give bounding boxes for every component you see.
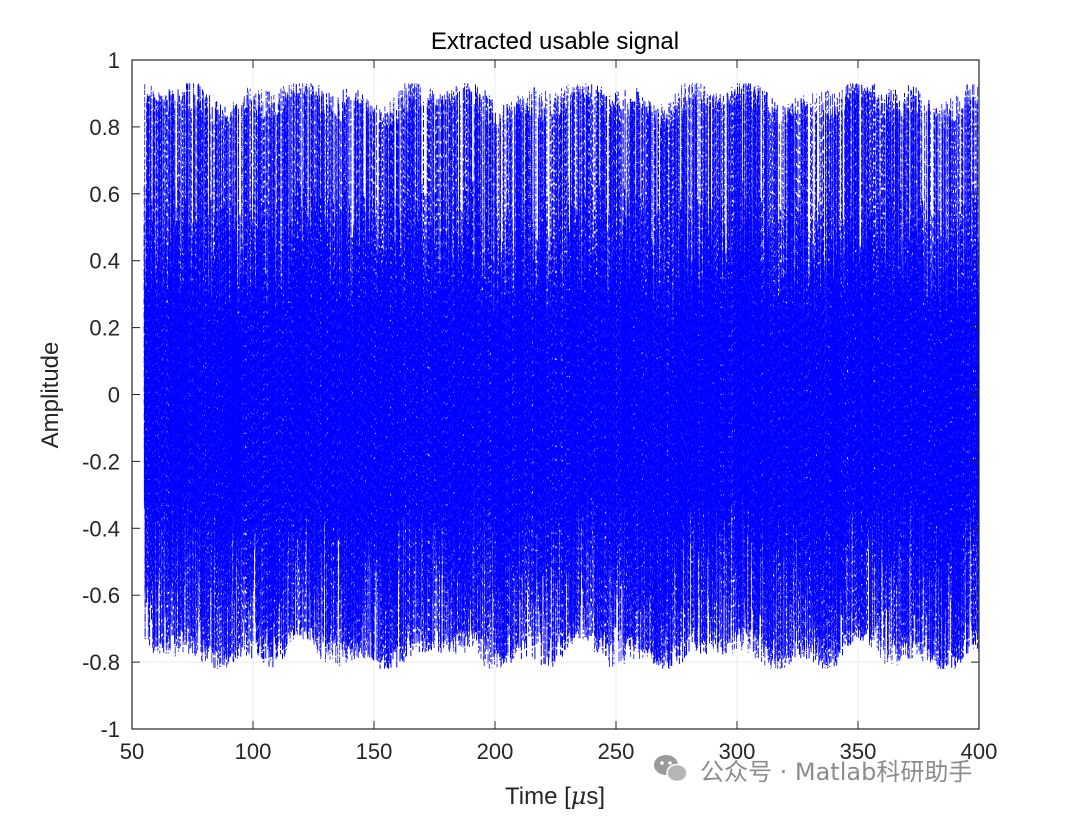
x-tick-labels: 50 100 150 200 250 300 350 400 <box>120 739 998 764</box>
x-axis-label-prefix: Time [ <box>505 783 571 810</box>
x-tick-label: 200 <box>477 739 514 764</box>
x-tick-label: 150 <box>356 739 393 764</box>
watermark-text: 公众号 · Matlab科研助手 <box>700 758 972 786</box>
x-axis-label-suffix: s] <box>586 783 605 810</box>
wechat-icon <box>654 755 688 783</box>
x-tick-label: 400 <box>961 739 998 764</box>
y-tick-label: 0.8 <box>89 115 120 140</box>
y-tick-label: 0.2 <box>89 316 120 341</box>
y-tick-label: -0.2 <box>82 449 120 474</box>
y-tick-label: 1 <box>108 48 120 73</box>
x-tick-label: 300 <box>719 739 756 764</box>
x-axis-label-mu: μ <box>571 782 587 810</box>
x-tick-label: 350 <box>840 739 877 764</box>
y-tick-label: 0.4 <box>89 249 120 274</box>
y-tick-labels: -1 -0.8 -0.6 -0.4 -0.2 0 0.2 0.4 0.6 0.8 1 <box>82 48 120 742</box>
y-tick-label: 0.6 <box>89 182 120 207</box>
y-tick-label: 0 <box>108 383 120 408</box>
signal-line-overlay <box>143 83 980 669</box>
chart-title: Extracted usable signal <box>431 28 679 55</box>
x-tick-label: 100 <box>235 739 272 764</box>
axis-ticks <box>131 59 980 730</box>
y-tick-label: -0.8 <box>82 650 120 675</box>
signal-series <box>143 83 980 669</box>
watermark: 公众号 · Matlab科研助手 <box>654 755 972 786</box>
y-tick-label: -1 <box>100 717 120 742</box>
y-tick-label: -0.6 <box>82 583 120 608</box>
x-axis-label: Time [μs] <box>505 782 605 810</box>
x-tick-label: 250 <box>598 739 635 764</box>
y-tick-label: -0.4 <box>82 516 120 541</box>
y-axis-label: Amplitude <box>37 342 64 449</box>
x-tick-label: 50 <box>120 739 144 764</box>
